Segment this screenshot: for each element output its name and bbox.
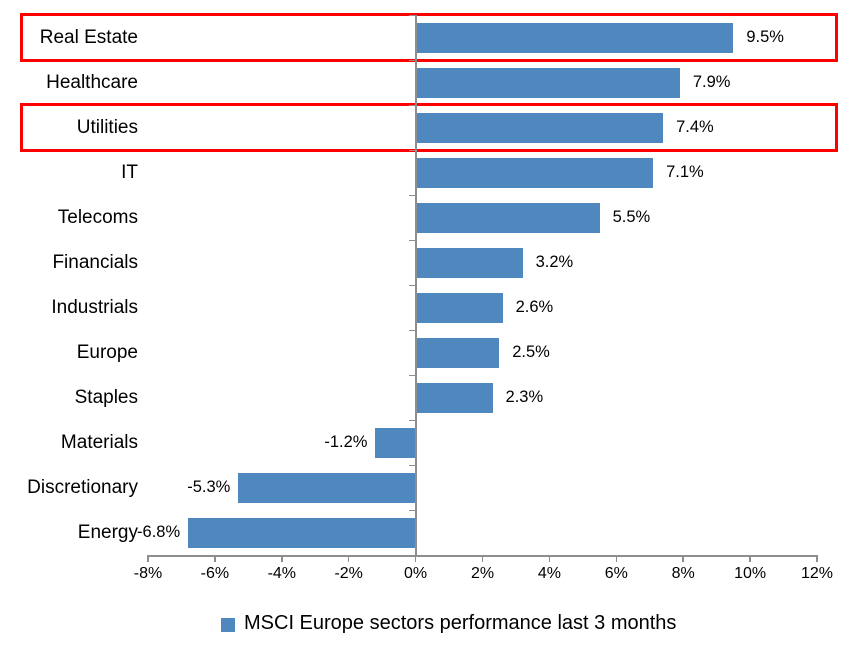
value-axis-tick-label: -2% bbox=[334, 565, 363, 582]
value-axis-tick-mark bbox=[214, 555, 216, 562]
legend-label: MSCI Europe sectors performance last 3 m… bbox=[244, 612, 677, 634]
bar-financials bbox=[415, 247, 523, 278]
bar-utilities bbox=[415, 112, 664, 143]
bar-industrials bbox=[415, 292, 503, 323]
value-axis-tick-label: 4% bbox=[537, 565, 561, 582]
category-tick-mark bbox=[408, 284, 415, 286]
value-label: 9.5% bbox=[746, 28, 784, 46]
value-axis-tick-mark bbox=[682, 555, 684, 562]
category-label: Europe bbox=[76, 341, 138, 363]
category-tick-mark bbox=[408, 59, 415, 61]
value-axis-tick-mark bbox=[816, 555, 818, 562]
category-tick-mark bbox=[408, 329, 415, 331]
category-axis-line bbox=[414, 15, 417, 555]
value-axis-tick-mark bbox=[147, 555, 149, 562]
value-axis-tick-mark bbox=[548, 555, 551, 562]
value-label: 2.3% bbox=[505, 388, 544, 406]
category-label: Telecoms bbox=[57, 206, 138, 228]
value-axis-tick-mark bbox=[749, 555, 751, 562]
bar-energy bbox=[188, 517, 416, 548]
category-tick-mark bbox=[408, 464, 415, 466]
highlight-box-real-estate bbox=[20, 13, 838, 62]
value-label: 5.5% bbox=[612, 208, 651, 226]
value-axis-tick-label: 12% bbox=[800, 565, 834, 582]
value-axis-tick-label: 10% bbox=[734, 565, 767, 582]
bar-staples bbox=[415, 382, 493, 413]
value-label: -6.8% bbox=[137, 523, 181, 541]
value-label: 3.2% bbox=[535, 253, 574, 271]
category-tick-mark bbox=[408, 419, 415, 421]
value-axis-tick-mark bbox=[347, 555, 350, 562]
value-axis-tick-label: -6% bbox=[200, 565, 230, 582]
value-axis-tick-label: 6% bbox=[604, 565, 628, 582]
category-label: Healthcare bbox=[46, 71, 138, 93]
category-label: Financials bbox=[52, 251, 138, 273]
category-label: Discretionary bbox=[27, 476, 138, 498]
category-tick-mark bbox=[408, 14, 415, 16]
category-label: Utilities bbox=[76, 116, 138, 138]
legend: MSCI Europe sectors performance last 3 m… bbox=[221, 612, 676, 635]
category-tick-mark bbox=[408, 374, 415, 376]
value-axis-tick-label: 2% bbox=[470, 565, 495, 582]
category-label: Energy bbox=[77, 521, 138, 543]
category-tick-mark bbox=[408, 149, 415, 151]
value-axis-tick-label: -8% bbox=[133, 565, 163, 582]
value-label: 7.4% bbox=[676, 118, 714, 136]
legend-swatch-icon bbox=[221, 617, 235, 632]
value-label: -5.3% bbox=[187, 478, 231, 496]
bar-discretionary bbox=[238, 472, 416, 503]
bar-real-estate bbox=[415, 22, 734, 53]
value-axis-tick-label: 8% bbox=[671, 565, 695, 582]
value-label: 7.1% bbox=[666, 163, 704, 181]
value-axis-tick-mark bbox=[281, 555, 283, 562]
value-label: 2.5% bbox=[512, 343, 550, 361]
value-label: 2.6% bbox=[515, 298, 554, 316]
value-axis-tick-label: -4% bbox=[267, 565, 297, 582]
value-label: -1.2% bbox=[324, 433, 368, 451]
bar-it bbox=[415, 157, 654, 188]
bar-telecoms bbox=[415, 202, 600, 233]
category-tick-mark bbox=[408, 239, 415, 241]
value-axis-tick-label: 0% bbox=[404, 565, 428, 582]
category-tick-mark bbox=[408, 194, 415, 196]
bar-materials bbox=[375, 427, 416, 458]
category-tick-mark bbox=[408, 104, 415, 106]
value-axis-tick-mark bbox=[615, 555, 618, 562]
bar-healthcare bbox=[415, 67, 680, 98]
category-tick-mark bbox=[408, 509, 415, 511]
bar-europe bbox=[415, 337, 500, 368]
category-label: Materials bbox=[60, 431, 138, 453]
category-label: IT bbox=[121, 161, 138, 183]
value-label: 7.9% bbox=[692, 73, 731, 91]
category-label: Real Estate bbox=[39, 26, 138, 48]
category-label: Industrials bbox=[51, 296, 138, 318]
category-label: Staples bbox=[74, 386, 138, 408]
value-axis-tick-mark bbox=[414, 555, 417, 562]
highlight-box-utilities bbox=[20, 103, 838, 152]
value-axis-tick-mark bbox=[481, 555, 484, 562]
